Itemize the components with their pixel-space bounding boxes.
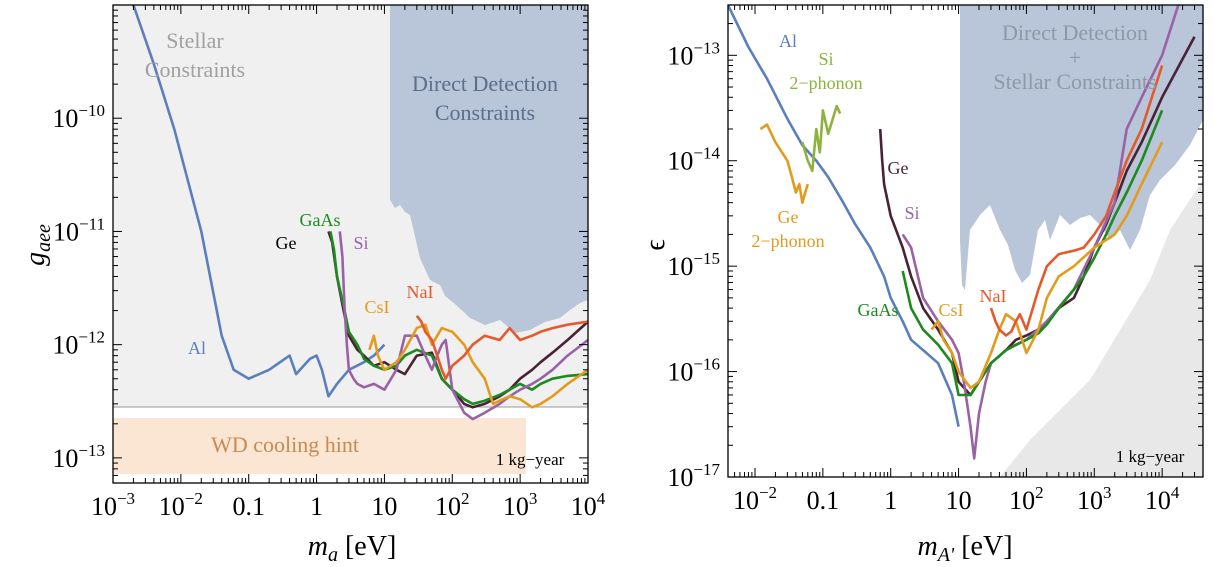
- left-wd-cooling-region: [113, 418, 526, 474]
- left-wd-label: WD cooling hint: [211, 432, 359, 457]
- right-chart: 10−2 0.1 1 10 102 103 104 10−17 10−16 10−15 10−14 1…: [640, 4, 1204, 566]
- right-x-tick-label: 0.1: [807, 486, 840, 515]
- left-x-tick-label: 0.1: [232, 492, 265, 521]
- left-x-tick-label: 103: [503, 489, 538, 521]
- right-x-tick-label: 102: [1009, 483, 1044, 515]
- right-x-tick-label: 10−2: [733, 483, 777, 515]
- left-label-Si: Si: [353, 233, 368, 253]
- right-y-tick-label: 10−13: [667, 38, 720, 70]
- right-label-Ge-2phonon-2: 2−phonon: [751, 231, 824, 251]
- right-label-Al: Al: [779, 31, 797, 51]
- left-frame: [112, 4, 589, 484]
- right-y-axis-title: ϵ: [640, 239, 671, 250]
- left-direct-label-1: Direct Detection: [412, 71, 558, 96]
- right-direct-detection-region: [960, 5, 1203, 290]
- left-y-tick-label: 10−10: [52, 101, 105, 133]
- left-direct-label-2: Constraints: [435, 100, 535, 125]
- right-x-axis-title: mA' [eV]: [917, 531, 1012, 566]
- left-wd-cooling-gap: [526, 418, 588, 474]
- right-label-Si-2phonon-2: 2−phonon: [789, 73, 862, 93]
- left-x-tick-label: 104: [571, 489, 606, 521]
- right-series-gaas-line: [901, 109, 1164, 397]
- right-plot-area: [728, 5, 1203, 477]
- right-label-CsI: CsI: [938, 300, 963, 320]
- left-label-GaAs: GaAs: [300, 210, 341, 230]
- right-label-Ge: Ge: [888, 158, 909, 178]
- right-label-Si: Si: [904, 203, 919, 223]
- right-region-label-1: Direct Detection: [1002, 20, 1148, 45]
- left-y-tick-label: 10−13: [52, 441, 105, 473]
- left-x-tick-label: 1: [310, 492, 323, 521]
- right-series-si-line: [901, 5, 1180, 460]
- left-plot-area: [113, 5, 588, 474]
- left-y-axis-title: gaee: [20, 224, 55, 266]
- left-series-group: [132, 5, 588, 421]
- right-ticks: 10−2 0.1 1 10 102 103 104 10−17 10−16 10−15 10−14 1…: [667, 4, 1204, 515]
- right-x-tick-label: 10: [946, 486, 972, 515]
- right-x-tick-label: 104: [1145, 483, 1180, 515]
- right-region-label-3: Stellar Constraints: [993, 69, 1156, 94]
- left-x-axis-title: ma [eV]: [308, 531, 397, 566]
- left-series-si-line: [338, 231, 588, 421]
- left-x-tick-label: 10: [371, 492, 397, 521]
- right-y-tick-label: 10−14: [667, 144, 720, 176]
- left-series-csi-line: [368, 323, 588, 409]
- left-series-gaas-line: [329, 231, 588, 406]
- left-label-Al: Al: [188, 338, 206, 358]
- left-label-NaI: NaI: [407, 282, 434, 302]
- right-x-tick-label: 103: [1077, 483, 1112, 515]
- right-label-NaI: NaI: [980, 286, 1007, 306]
- right-y-tick-label: 10−15: [667, 249, 720, 281]
- left-stellar-label-1: Stellar: [166, 28, 224, 53]
- right-x-tick-label: 1: [884, 486, 897, 515]
- left-label-Ge: Ge: [276, 233, 297, 253]
- right-series-nai-line: [989, 65, 1164, 337]
- right-label-Si-2phonon-1: Si: [818, 49, 833, 69]
- left-stellar-label-2: Constraints: [145, 57, 245, 82]
- right-region-label-2: +: [1069, 45, 1081, 70]
- left-y-tick-label: 10−12: [52, 328, 105, 360]
- left-chart: 10−3 10−2 0.1 1 10 102 103 104 10−13 10−12 10−11 10…: [20, 4, 606, 566]
- right-label-GaAs: GaAs: [858, 300, 899, 320]
- left-x-tick-label: 102: [435, 489, 470, 521]
- right-y-tick-label: 10−17: [667, 460, 720, 492]
- right-stellar-grey-region: [1000, 180, 1203, 477]
- left-series-nai-line: [415, 315, 588, 380]
- left-y-tick-label: 10−11: [53, 214, 105, 246]
- right-series-group: [728, 5, 1196, 460]
- right-y-tick-label: 10−16: [667, 355, 720, 387]
- left-x-tick-label: 10−2: [159, 489, 203, 521]
- right-series-al-line: [728, 5, 960, 427]
- left-direct-detection-region: [390, 5, 588, 333]
- right-frame: [727, 4, 1204, 478]
- left-x-tick-label: 10−3: [91, 489, 135, 521]
- right-exposure-label: 1 kg−year: [1116, 447, 1185, 466]
- left-ticks: 10−3 10−2 0.1 1 10 102 103 104 10−13 10−12 10−11 10…: [52, 4, 606, 521]
- left-exposure-label: 1 kg−year: [496, 450, 565, 469]
- right-series-ge-2-phonon-line: [759, 123, 810, 204]
- right-series-si-2-phonon-line: [801, 104, 842, 173]
- left-label-CsI: CsI: [364, 297, 389, 317]
- right-label-Ge-2phonon-1: Ge: [778, 207, 799, 227]
